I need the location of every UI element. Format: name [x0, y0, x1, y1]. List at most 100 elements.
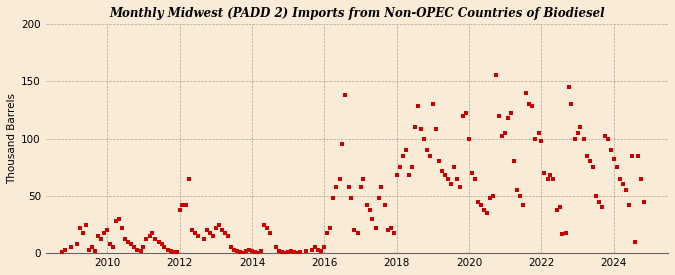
Point	[57, 250, 68, 254]
Point	[527, 104, 538, 109]
Point	[412, 104, 423, 109]
Point	[283, 250, 294, 254]
Point	[217, 228, 227, 232]
Point	[371, 226, 381, 230]
Point	[192, 234, 203, 238]
Point	[352, 230, 363, 235]
Point	[72, 242, 82, 246]
Point	[171, 250, 182, 254]
Point	[277, 250, 288, 254]
Point	[620, 188, 631, 192]
Point	[587, 165, 598, 169]
Point	[536, 139, 547, 143]
Point	[591, 194, 601, 198]
Point	[126, 242, 137, 246]
Point	[162, 248, 173, 252]
Point	[566, 102, 577, 106]
Point	[86, 245, 97, 250]
Point	[289, 250, 300, 254]
Point	[599, 134, 610, 138]
Point	[493, 113, 504, 118]
Point	[629, 240, 640, 244]
Point	[343, 185, 354, 189]
Point	[219, 230, 230, 235]
Point	[238, 251, 248, 255]
Point	[78, 230, 88, 235]
Point	[108, 245, 119, 250]
Point	[421, 148, 432, 152]
Point	[346, 196, 357, 200]
Point	[144, 234, 155, 238]
Point	[295, 250, 306, 254]
Point	[472, 199, 483, 204]
Point	[228, 248, 239, 252]
Point	[539, 171, 549, 175]
Point	[256, 249, 267, 253]
Point	[364, 207, 375, 212]
Point	[99, 230, 110, 235]
Point	[244, 248, 254, 252]
Point	[575, 125, 586, 129]
Point	[470, 177, 481, 181]
Point	[222, 234, 233, 238]
Point	[524, 102, 535, 106]
Title: Monthly Midwest (PADD 2) Imports from Non-OPEC Countries of Biodiesel: Monthly Midwest (PADD 2) Imports from No…	[109, 7, 605, 20]
Point	[183, 177, 194, 181]
Point	[394, 165, 405, 169]
Point	[433, 159, 444, 164]
Point	[111, 219, 122, 223]
Point	[129, 245, 140, 250]
Point	[479, 207, 489, 212]
Point	[482, 211, 493, 215]
Point	[425, 153, 435, 158]
Point	[612, 165, 622, 169]
Point	[542, 177, 553, 181]
Point	[105, 242, 115, 246]
Point	[252, 251, 263, 255]
Point	[90, 249, 101, 253]
Point	[400, 148, 411, 152]
Point	[177, 203, 188, 207]
Point	[331, 185, 342, 189]
Point	[349, 228, 360, 232]
Point	[186, 228, 197, 232]
Point	[639, 199, 649, 204]
Point	[418, 136, 429, 141]
Point	[337, 142, 348, 147]
Point	[207, 234, 218, 238]
Y-axis label: Thousand Barrels: Thousand Barrels	[7, 93, 17, 184]
Point	[168, 250, 179, 254]
Point	[572, 131, 583, 135]
Point	[325, 226, 336, 230]
Point	[512, 188, 522, 192]
Point	[485, 196, 495, 200]
Point	[581, 153, 592, 158]
Point	[358, 177, 369, 181]
Point	[431, 127, 441, 131]
Point	[406, 165, 417, 169]
Point	[515, 194, 526, 198]
Point	[81, 222, 92, 227]
Point	[388, 230, 399, 235]
Point	[584, 159, 595, 164]
Point	[509, 159, 520, 164]
Point	[554, 205, 565, 210]
Point	[141, 237, 152, 242]
Point	[280, 251, 291, 255]
Point	[361, 203, 372, 207]
Point	[437, 169, 448, 173]
Point	[301, 249, 312, 253]
Point	[96, 237, 107, 242]
Point	[271, 245, 281, 250]
Point	[605, 148, 616, 152]
Point	[150, 237, 161, 242]
Point	[340, 93, 351, 97]
Point	[65, 245, 76, 250]
Point	[497, 134, 508, 138]
Point	[75, 226, 86, 230]
Point	[367, 217, 378, 221]
Point	[102, 228, 113, 232]
Point	[114, 217, 125, 221]
Point	[190, 230, 200, 235]
Point	[452, 177, 462, 181]
